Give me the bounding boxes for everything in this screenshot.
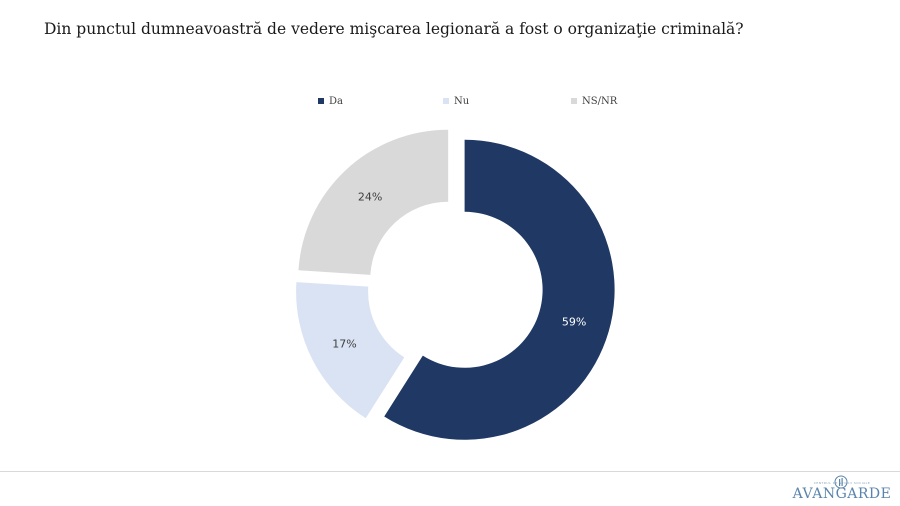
legend-swatch-da xyxy=(318,98,324,104)
legend-item-da: Da xyxy=(318,95,343,107)
legend-label-nsnr: NS/NR xyxy=(582,95,618,107)
logo-text: AVANGARDE xyxy=(792,486,892,502)
legend-item-nu: Nu xyxy=(443,95,469,107)
legend-label-da: Da xyxy=(329,95,343,107)
donut-slice-nu xyxy=(296,282,405,419)
donut-slice-nsnr xyxy=(298,129,449,275)
legend-swatch-nsnr xyxy=(571,98,577,104)
legend-swatch-nu xyxy=(443,98,449,104)
chart-title: Din punctul dumneavoastră de vedere mişc… xyxy=(44,20,744,38)
logo-tagline: CENTRUL DE STUDII SOCIALE xyxy=(813,481,871,485)
legend-item-nsnr: NS/NR xyxy=(571,95,617,107)
footer-divider xyxy=(0,471,900,472)
avangarde-logo: CENTRUL DE STUDII SOCIALE AVANGARDE xyxy=(790,472,894,504)
donut-slice-da xyxy=(384,139,615,440)
data-label-nsnr: 24% xyxy=(358,191,382,204)
data-label-da: 59% xyxy=(562,316,586,329)
logo-emblem-icon xyxy=(834,475,848,489)
legend-label-nu: Nu xyxy=(454,95,470,107)
data-label-nu: 17% xyxy=(332,337,356,350)
donut-chart: 59% 17% 24% xyxy=(296,129,615,440)
